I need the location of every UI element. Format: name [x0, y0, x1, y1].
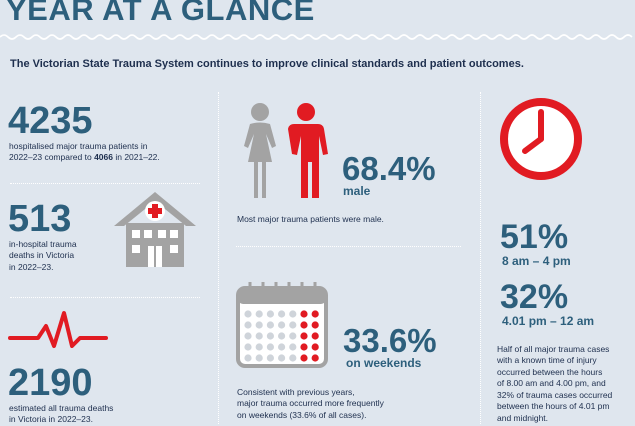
- heartbeat-icon: [8, 311, 108, 348]
- weekends-label: on weekends: [346, 356, 422, 370]
- column-divider-2: [480, 92, 481, 424]
- hospitalised-text: hospitalised major trauma patients in 20…: [9, 141, 209, 164]
- in-hospital-deaths-number: 513: [8, 198, 72, 240]
- time-line-3: occurred between the hours: [497, 366, 603, 377]
- wave-divider: [0, 34, 633, 40]
- calendar-weekend-day: [300, 354, 308, 362]
- calendar-weekend-day: [311, 343, 319, 351]
- calendar-weekday: [278, 343, 286, 351]
- calendar-weekday: [266, 321, 274, 329]
- in-hospital-deaths-line1: in-hospital trauma: [9, 239, 77, 249]
- calendar-weekday: [266, 310, 274, 318]
- calendar-weekday: [266, 332, 274, 340]
- hospital-icon: [114, 192, 196, 267]
- calendar-weekday: [244, 354, 252, 362]
- male-caption: Most major trauma patients were male.: [237, 214, 384, 224]
- row-divider-1: [10, 183, 200, 184]
- hospitalised-compare-value: 4066: [94, 152, 113, 163]
- time-line-5: 32% of trauma cases occurred: [497, 389, 613, 400]
- time-text: Half of all major trauma cases with a kn…: [497, 344, 633, 424]
- hospitalised-line2-prefix: 2022–23 compared to: [9, 152, 95, 163]
- in-hospital-deaths-line3: in 2022–23.: [9, 261, 54, 272]
- in-hospital-deaths-line2: deaths in Victoria: [9, 250, 75, 261]
- time-percent-2: 32%: [500, 278, 569, 316]
- calendar-weekday: [255, 310, 263, 318]
- hospitalised-line2: 2022–23 compared to 4066 in 2021–22.: [9, 152, 209, 163]
- calendar-weekday: [255, 343, 263, 351]
- calendar-weekday: [244, 332, 252, 340]
- column-divider-1: [218, 92, 219, 424]
- intro-text: The Victorian State Trauma System contin…: [10, 58, 524, 70]
- calendar-weekend-day: [311, 321, 319, 329]
- weekends-text: Consistent with previous years, major tr…: [237, 387, 477, 421]
- weekends-percent: 33.6%: [343, 322, 437, 359]
- time-percent-1: 51%: [500, 218, 569, 256]
- calendar-weekend-day: [311, 310, 319, 318]
- time-range-1: 8 am – 4 pm: [502, 254, 571, 268]
- calendar-icon: [236, 282, 328, 368]
- weekends-line3: on weekends (33.6% of all cases).: [237, 409, 367, 420]
- calendar-weekend-day: [300, 343, 308, 351]
- calendar-weekday: [278, 310, 286, 318]
- all-deaths-line1: estimated all trauma deaths: [9, 403, 114, 413]
- calendar-weekday: [278, 321, 286, 329]
- all-deaths-line2: in Victoria in 2022–23.: [9, 414, 93, 425]
- clock-icon: [500, 98, 582, 180]
- male-label: male: [343, 184, 371, 198]
- all-deaths-text: estimated all trauma deaths in Victoria …: [9, 403, 209, 426]
- calendar-weekday: [278, 332, 286, 340]
- in-hospital-deaths-text: in-hospital trauma deaths in Victoria in…: [9, 239, 119, 273]
- calendar-weekday: [289, 332, 297, 340]
- calendar-weekday: [289, 321, 297, 329]
- calendar-weekday: [278, 354, 286, 362]
- hospitalised-line1: hospitalised major trauma patients in: [9, 141, 148, 151]
- calendar-weekend-day: [300, 310, 308, 318]
- calendar-weekend-day: [311, 354, 319, 362]
- calendar-weekend-day: [300, 321, 308, 329]
- calendar-weekend-day: [311, 332, 319, 340]
- weekends-line1: Consistent with previous years,: [237, 387, 355, 397]
- all-deaths-number: 2190: [8, 362, 93, 404]
- weekends-line2: major trauma occurred more frequently: [237, 398, 384, 409]
- calendar-weekday: [244, 321, 252, 329]
- calendar-weekday: [289, 343, 297, 351]
- calendar-weekday: [266, 343, 274, 351]
- calendar-weekday: [289, 354, 297, 362]
- calendar-weekday: [289, 310, 297, 318]
- row-divider-3: [236, 246, 461, 247]
- time-line-1: Half of all major trauma cases: [497, 344, 610, 354]
- calendar-weekday: [255, 354, 263, 362]
- people-icon: [244, 103, 328, 198]
- time-line-7: and midnight.: [497, 412, 549, 423]
- calendar-weekday: [244, 343, 252, 351]
- hospitalised-number: 4235: [8, 100, 93, 142]
- time-range-2: 4.01 pm – 12 am: [502, 314, 595, 328]
- time-line-2: with a known time of injury: [497, 355, 597, 366]
- row-divider-2: [10, 297, 200, 298]
- calendar-weekday: [266, 354, 274, 362]
- time-line-6: between the hours of 4.01 pm: [497, 401, 610, 412]
- time-line-4: of 8.00 am and 4.00 pm, and: [497, 378, 606, 389]
- hospitalised-line2-suffix: in 2021–22.: [112, 152, 160, 163]
- calendar-days: [244, 310, 319, 362]
- calendar-weekday: [255, 321, 263, 329]
- calendar-weekday: [244, 310, 252, 318]
- calendar-weekend-day: [300, 332, 308, 340]
- calendar-weekday: [255, 332, 263, 340]
- page-title: YEAR AT A GLANCE: [6, 0, 315, 27]
- male-percent: 68.4%: [342, 150, 436, 187]
